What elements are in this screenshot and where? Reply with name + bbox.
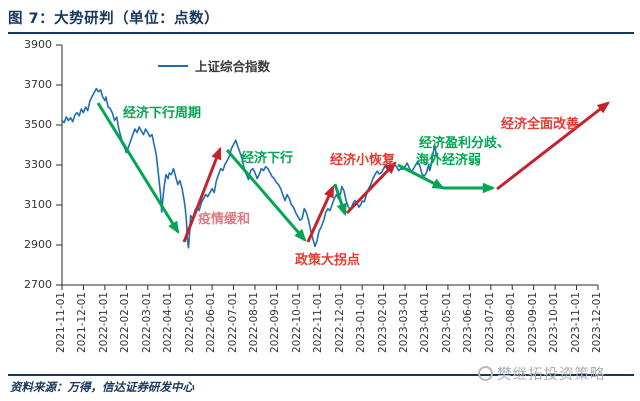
x-tick-label: 2022-07-01 (226, 292, 239, 354)
x-tick-label: 2021-11-01 (55, 292, 67, 354)
axes (56, 44, 599, 290)
legend-line-swatch (158, 64, 188, 67)
x-tick-label: 2022-03-01 (140, 292, 153, 354)
footer-divider (8, 374, 634, 376)
y-tick-label: 2700 (24, 278, 52, 291)
x-tick-label: 2022-12-01 (333, 292, 346, 354)
x-tick-label: 2023-02-01 (376, 292, 389, 354)
y-tick-label: 3300 (24, 158, 52, 171)
watermark: 樊继拓投资策略 (478, 363, 606, 384)
annotation-full-economic-improvement: 经济全面改善 (501, 117, 580, 132)
watermark-circle-logo-icon (478, 366, 493, 381)
x-tick-label: 2023-07-01 (483, 292, 496, 354)
x-tick-label: 2022-05-01 (183, 292, 196, 354)
y-tick-label: 3700 (24, 78, 52, 91)
x-tick-label: 2022-01-01 (97, 292, 110, 354)
legend: 上证综合指数 (158, 56, 270, 75)
x-tick-label: 2022-06-01 (205, 292, 218, 354)
x-tick-label: 2023-12-01 (591, 292, 603, 354)
annotation-small-economic-recovery: 经济小恢复 (330, 153, 396, 168)
annotation-overseas-economy-weak: 海外经济弱 (416, 153, 482, 168)
annotation-covid-easing: 疫情缓和 (198, 212, 251, 227)
x-tick-label: 2023-05-01 (440, 292, 453, 354)
annotation-policy-turning-point: 政策大拐点 (295, 253, 361, 268)
x-tick-label: 2023-01-01 (355, 292, 368, 354)
x-tick-label: 2022-02-01 (119, 292, 132, 354)
annotation-economic-downturn-cycle: 经济下行周期 (123, 106, 202, 121)
figure-title: 图 7：大势研判（单位：点数） (8, 11, 220, 27)
x-tick-label: 2023-08-01 (505, 292, 518, 354)
x-tick-label: 2022-11-01 (312, 292, 325, 354)
x-tick-label: 2023-10-01 (548, 292, 561, 354)
y-tick-label: 3500 (24, 118, 52, 131)
title-divider (8, 32, 634, 34)
y-tick-label: 3100 (24, 198, 52, 211)
y-tick-label: 3900 (24, 38, 52, 51)
annotation-economic-downturn: 经济下行 (241, 151, 294, 166)
x-tick-label: 2022-09-01 (269, 292, 282, 354)
x-tick-label: 2023-03-01 (398, 292, 411, 354)
y-tick-label: 2900 (24, 238, 52, 251)
source-note: 资料来源：万得，信达证券研发中心 (10, 380, 194, 394)
trend-arrows (96, 101, 610, 243)
x-tick-label: 2022-04-01 (162, 292, 175, 354)
annotation-profit-divergence: 经济盈利分歧、 (419, 136, 511, 151)
x-tick-label: 2023-09-01 (526, 292, 539, 354)
x-tick-label: 2023-06-01 (462, 292, 475, 354)
x-tick-label: 2023-04-01 (419, 292, 432, 354)
x-tick-label: 2023-11-01 (569, 292, 582, 354)
x-tick-label: 2022-10-01 (290, 292, 303, 354)
legend-label: 上证综合指数 (195, 59, 271, 74)
x-tick-label: 2022-08-01 (247, 292, 260, 354)
x-tick-label: 2021-12-01 (76, 292, 89, 354)
watermark-text: 樊继拓投资策略 (497, 367, 606, 383)
